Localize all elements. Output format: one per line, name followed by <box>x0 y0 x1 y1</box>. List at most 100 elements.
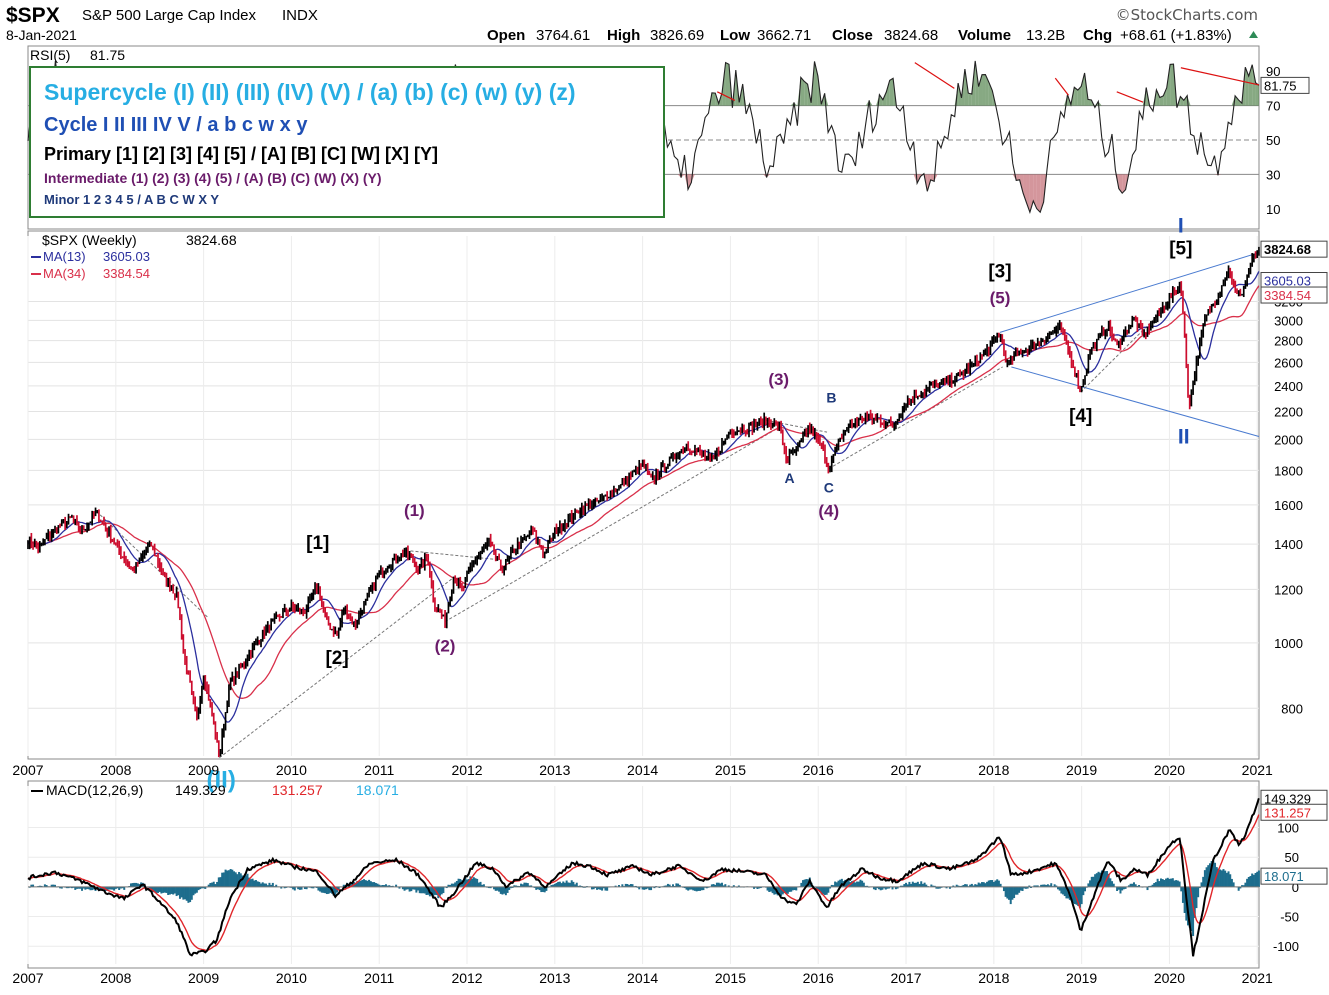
price-tick-label: 2000 <box>1274 432 1303 447</box>
wave-label: (5) <box>990 288 1011 307</box>
close-value: 3824.68 <box>884 27 938 44</box>
wave-label: II <box>1178 425 1190 448</box>
x-tick-label-price: 2017 <box>890 762 921 778</box>
index-name: S&P 500 Large Cap Index <box>82 7 257 24</box>
wave-legend-box: Supercycle (I) (II) (III) (IV) (V) / (a)… <box>30 67 664 217</box>
price-tick-label: 2600 <box>1274 355 1303 370</box>
macd-value-label: 131.257 <box>1264 805 1311 820</box>
macd-line <box>28 798 1259 956</box>
legend-cycle: Cycle I II III IV V / a b c w x y <box>44 114 308 136</box>
rsi-overbought-fill <box>804 81 807 105</box>
close-label: Close <box>832 27 873 44</box>
macd-signal-line <box>28 815 1259 951</box>
signal-value: 131.257 <box>272 782 323 798</box>
rsi-overbought-fill <box>801 77 804 105</box>
trendline <box>1011 367 1259 437</box>
price-tick-label: 2400 <box>1274 379 1303 394</box>
wave-label: (3) <box>768 370 789 389</box>
price-panel-frame <box>28 231 1259 759</box>
ohlc-summary: Open 3764.61 High 3826.69 Low 3662.71 Cl… <box>487 27 1258 44</box>
x-tick-label-price: 2010 <box>276 762 307 778</box>
x-tick-label-macd: 2017 <box>890 970 921 986</box>
symbol: $SPX <box>6 4 60 27</box>
rsi-divergence-line <box>1055 78 1068 95</box>
price-tick-label: 1400 <box>1274 537 1303 552</box>
x-tick-label-price: 2009 <box>188 762 219 778</box>
rsi-divergence-line <box>1117 92 1143 102</box>
x-tick-label-price: 2016 <box>803 762 834 778</box>
rsi-overbought-fill <box>968 93 971 105</box>
rsi-overbought-fill <box>712 93 715 106</box>
x-tick-label-macd: 2018 <box>978 970 1009 986</box>
low-value: 3662.71 <box>757 27 811 44</box>
price-title: $SPX (Weekly) <box>42 232 137 248</box>
legend-primary: Primary [1] [2] [3] [4] [5] / [A] [B] [C… <box>44 144 438 164</box>
macd-panel-frame <box>28 781 1259 968</box>
volume-value: 13.2B <box>1026 27 1065 44</box>
wave-label: B <box>826 389 836 405</box>
wave-label: [1] <box>306 533 329 554</box>
macd-tick-label: -100 <box>1273 939 1299 954</box>
rsi-overbought-fill <box>1256 83 1259 106</box>
watermark: ©StockCharts.com <box>1116 6 1258 24</box>
rsi-tick-label: 10 <box>1266 202 1280 217</box>
price-current: 3824.68 <box>186 232 237 248</box>
chg-label: Chg <box>1083 27 1112 44</box>
x-tick-label-price: 2008 <box>100 762 131 778</box>
price-tick-label: 1000 <box>1274 636 1303 651</box>
wave-label: [2] <box>325 648 348 669</box>
trendline <box>445 425 783 622</box>
ma13-value: 3605.03 <box>103 249 150 264</box>
price-value-label: 3605.03 <box>1264 274 1311 289</box>
triangle-up-icon <box>1249 31 1258 38</box>
macd-value-label: 18.071 <box>1264 869 1304 884</box>
rsi-overbought-fill <box>982 75 985 106</box>
rsi-label: RSI(5) <box>30 47 70 63</box>
x-tick-label-price: 2019 <box>1066 762 1097 778</box>
rsi-value-label: 81.75 <box>1264 78 1297 93</box>
volume-label: Volume <box>958 27 1011 44</box>
x-tick-label-price: 2007 <box>12 762 43 778</box>
wave-label: A <box>785 470 795 486</box>
x-tick-label-price: 2012 <box>451 762 482 778</box>
chart-date: 8-Jan-2021 <box>6 27 77 43</box>
wave-label: (4) <box>818 502 839 521</box>
price-tick-label: 1600 <box>1274 498 1303 513</box>
x-tick-label-macd: 2011 <box>364 970 394 986</box>
chg-value: +68.61 (+1.83%) <box>1120 27 1232 44</box>
open-value: 3764.61 <box>536 27 590 44</box>
wave-label: [5] <box>1169 239 1192 260</box>
high-value: 3826.69 <box>650 27 704 44</box>
x-tick-label-macd: 2012 <box>451 970 482 986</box>
ma34-value: 3384.54 <box>103 266 150 281</box>
rsi-overbought-fill <box>886 80 889 105</box>
wave-label: (2) <box>435 637 456 656</box>
open-label: Open <box>487 27 525 44</box>
x-tick-label-macd: 2016 <box>803 970 834 986</box>
wave-label: (1) <box>404 501 425 520</box>
rsi-overbought-fill <box>890 78 893 105</box>
trendline <box>829 367 1003 469</box>
ma34-line <box>28 286 1259 699</box>
price-tick-label: 2800 <box>1274 334 1303 349</box>
low-label: Low <box>720 27 750 44</box>
rsi-tick-label: 50 <box>1266 133 1280 148</box>
legend-minor: Minor 1 2 3 4 5 / A B C W X Y <box>44 192 219 207</box>
ma13-line <box>28 271 1259 722</box>
price-value-label: 3384.54 <box>1264 288 1311 303</box>
ma-legend: MA(13) 3605.03 MA(34) 3384.54 <box>31 249 150 281</box>
histogram-value: 18.071 <box>356 782 399 798</box>
legend-supercycle: Supercycle (I) (II) (III) (IV) (V) / (a)… <box>44 79 576 105</box>
price-tick-label: 1200 <box>1274 582 1303 597</box>
x-tick-label-price: 2014 <box>627 762 658 778</box>
x-tick-label-price: 2020 <box>1154 762 1185 778</box>
x-tick-label-macd: 2019 <box>1066 970 1097 986</box>
rsi-tick-label: 30 <box>1266 167 1280 182</box>
rsi-oversold-fill <box>1037 174 1040 212</box>
x-tick-label-macd: 2007 <box>12 970 43 986</box>
macd-tick-label: 50 <box>1285 850 1299 865</box>
price-panel: 8001000120014001600180020002200240026002… <box>28 215 1327 794</box>
